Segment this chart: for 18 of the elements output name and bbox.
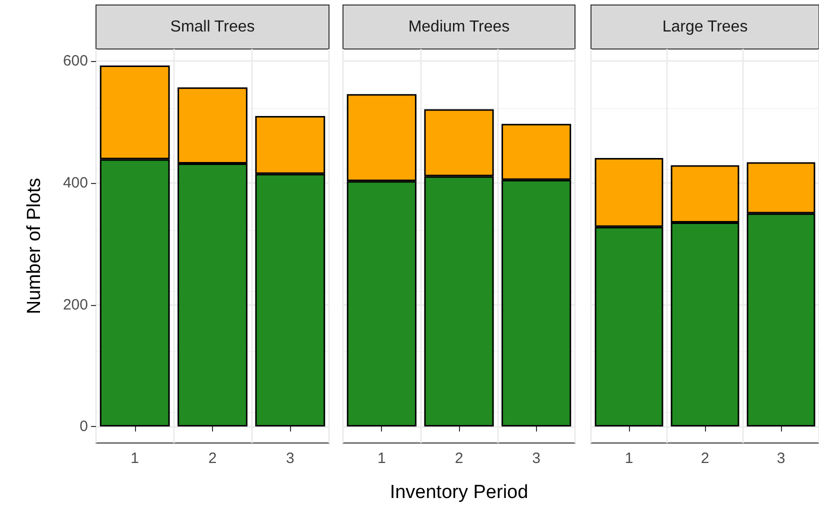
x-tick-label: 3 [776, 450, 786, 467]
x-tick-label: 3 [532, 450, 541, 467]
x-tick-label: 1 [624, 450, 634, 467]
x-tick-label: 2 [208, 450, 217, 467]
y-axis-title: Number of Plots [24, 178, 45, 314]
x-axis-title: Inventory Period [390, 482, 528, 503]
x-tick-label: 1 [377, 450, 386, 467]
chart-title: Large Trees [662, 18, 748, 36]
y-tick-label: 600 [62, 52, 88, 70]
chart-title: Small Trees [170, 18, 255, 36]
y-tick-label: 400 [62, 174, 88, 192]
x-tick-label: 3 [286, 450, 294, 467]
y-tick-label: 0 [80, 418, 88, 436]
x-tick-label: 1 [130, 450, 140, 467]
y-tick-label: 200 [62, 296, 88, 314]
x-tick-label: 2 [454, 450, 464, 467]
x-tick-label: 2 [700, 450, 710, 467]
chart-title: Medium Trees [408, 18, 510, 36]
